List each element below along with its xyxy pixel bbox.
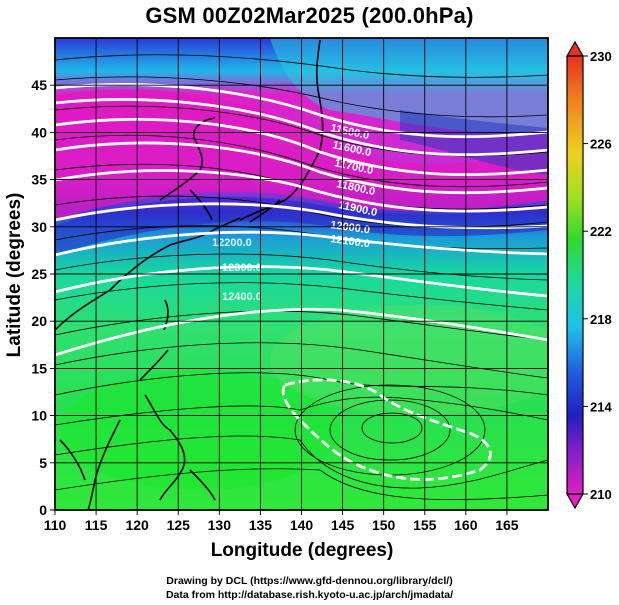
y-tick-label: 0 <box>39 502 47 518</box>
colorbar-label: 230 <box>590 49 612 64</box>
grid-lines <box>50 38 548 515</box>
contour-label: 12000.0 <box>330 219 371 236</box>
contour-label: 12300.0 <box>222 262 262 274</box>
contour-label: 12200.0 <box>212 237 252 249</box>
y-tick-label: 5 <box>39 455 47 471</box>
x-tick-labels: 110 115 120 125 130 135 140 145 150 155 160 165 <box>44 517 519 533</box>
x-tick-label: 145 <box>331 517 355 533</box>
y-tick-label: 30 <box>31 219 47 235</box>
y-tick-label: 40 <box>31 124 47 140</box>
x-tick-label: 135 <box>249 517 273 533</box>
contour-label: 12100.0 <box>330 233 371 250</box>
colorbar-label: 210 <box>590 487 612 502</box>
x-axis-label: Longitude (degrees) <box>211 540 394 561</box>
x-tick-label: 160 <box>454 517 478 533</box>
credit-data-source: Data from http://database.rish.kyoto-u.a… <box>165 589 454 601</box>
colorbar-label: 218 <box>590 312 612 327</box>
y-tick-label: 20 <box>31 313 47 329</box>
colorbar-label: 214 <box>590 399 612 414</box>
y-axis-label: Latitude (degrees) <box>4 193 25 358</box>
contour-label: 12400.0 <box>222 291 262 303</box>
y-tick-labels: 0 5 10 15 20 25 30 35 40 45 <box>31 77 47 518</box>
colorbar-top-arrow <box>565 40 585 57</box>
x-tick-label: 150 <box>372 517 396 533</box>
y-tick-label: 15 <box>31 360 47 376</box>
plot-frame <box>54 37 549 511</box>
height-contours <box>55 83 548 481</box>
y-tick-label: 35 <box>31 172 47 188</box>
colorbar-label: 226 <box>590 137 612 152</box>
colorbar-label: 222 <box>590 224 612 239</box>
chart-title: GSM 00Z02Mar2025 (200.0hPa) <box>145 3 474 28</box>
x-tick-label: 120 <box>125 517 149 533</box>
x-tick-label: 110 <box>44 517 67 533</box>
colorbar-bottom-arrow <box>565 493 585 510</box>
x-tick-label: 125 <box>167 517 191 533</box>
y-tick-label: 10 <box>31 408 47 424</box>
x-tick-label: 155 <box>413 517 437 533</box>
x-tick-label: 140 <box>290 517 314 533</box>
x-tick-label: 130 <box>208 517 232 533</box>
x-tick-label: 115 <box>85 517 108 533</box>
colorbar: 230 226 222 218 214 210 <box>565 40 612 510</box>
credit-dcl: Drawing by DCL (https://www.gfd-dennou.o… <box>166 575 453 587</box>
x-tick-label: 165 <box>495 517 519 533</box>
colorbar-scale <box>566 55 584 495</box>
y-tick-label: 45 <box>31 77 47 93</box>
y-tick-label: 25 <box>31 266 47 282</box>
